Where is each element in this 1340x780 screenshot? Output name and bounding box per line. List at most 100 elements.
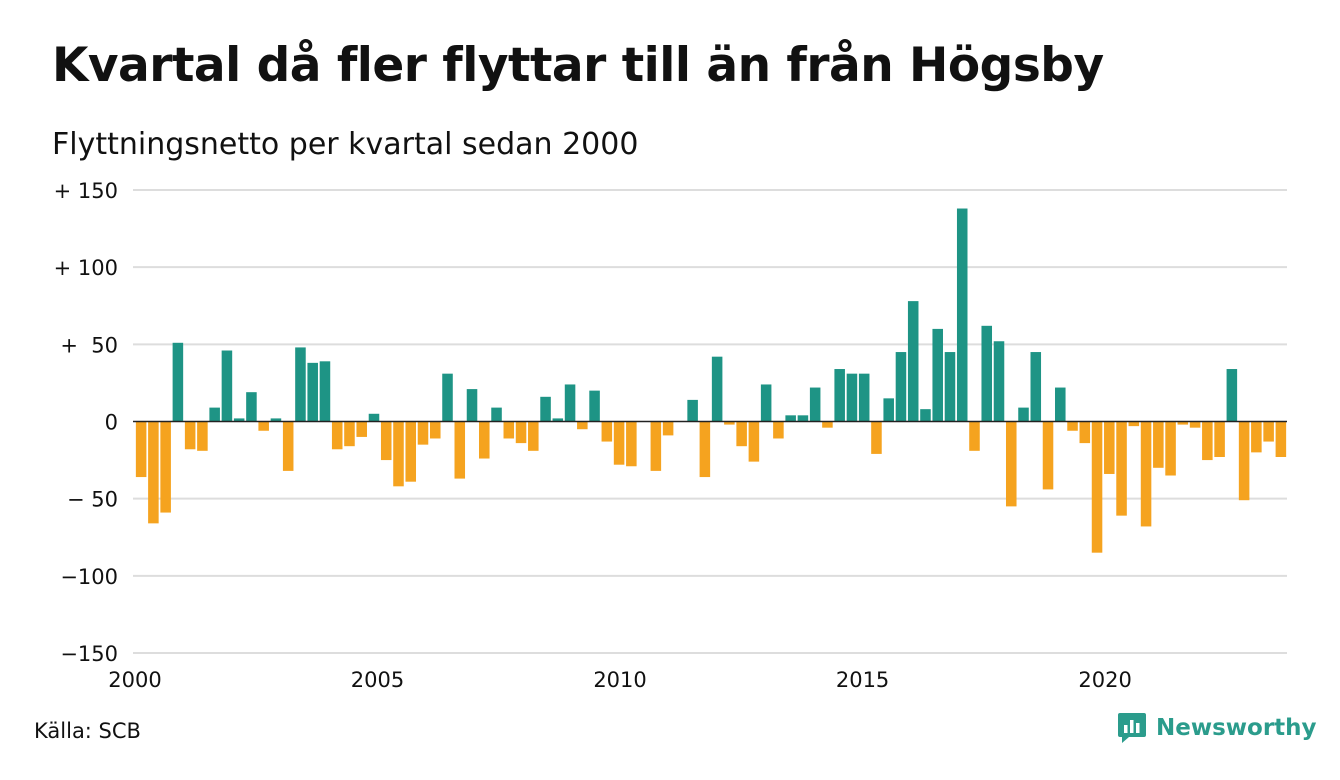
- bar-positive: [1055, 387, 1066, 422]
- y-tick-label: − 50: [67, 488, 118, 512]
- bar-positive: [270, 418, 282, 422]
- bar-negative: [148, 421, 159, 524]
- bar-negative: [969, 421, 980, 451]
- bar-negative: [503, 421, 515, 439]
- x-tick-label: 2020: [1078, 668, 1131, 692]
- bar-positive: [907, 301, 919, 422]
- bar-positive: [993, 341, 1005, 422]
- bar-positive: [1030, 352, 1042, 422]
- bar-negative: [1214, 421, 1225, 457]
- bar-negative: [1042, 421, 1054, 490]
- bar-negative: [699, 421, 711, 478]
- bar-negative: [1140, 421, 1152, 527]
- bar-positive: [834, 369, 845, 422]
- bar-negative: [1005, 421, 1017, 507]
- bar-negative: [515, 421, 527, 444]
- bar-negative: [135, 421, 147, 478]
- bar-positive: [307, 362, 318, 422]
- bar-positive: [785, 415, 796, 422]
- bar-negative: [577, 421, 588, 430]
- bar-positive: [466, 389, 478, 422]
- bar-positive: [981, 325, 993, 422]
- bar-negative: [1263, 421, 1274, 442]
- y-tick-label: + 50: [60, 333, 118, 357]
- y-tick-label: 0: [105, 411, 118, 435]
- bar-negative: [356, 421, 367, 437]
- bar-negative: [1067, 421, 1078, 431]
- bar-positive: [319, 361, 331, 422]
- bar-negative: [417, 421, 429, 445]
- bar-positive: [883, 398, 894, 422]
- bar-positive: [1018, 407, 1029, 422]
- bar-negative: [282, 421, 294, 471]
- bar-positive: [540, 396, 551, 422]
- y-axis-tick-labels: + 150 + 100 + 50 0 − 50 −100 −150: [54, 179, 118, 666]
- bar-negative: [429, 421, 441, 439]
- y-tick-label: −100: [60, 565, 118, 589]
- x-tick-label: 2000: [108, 668, 161, 692]
- bar-positive: [209, 407, 220, 422]
- bar-negative: [748, 421, 760, 462]
- bar-positive: [932, 328, 943, 422]
- bar-positive: [858, 373, 870, 422]
- chart-subtitle: Flyttningsnetto per kvartal sedan 2000: [52, 127, 639, 162]
- bar-positive: [809, 387, 821, 422]
- bar-negative: [1165, 421, 1176, 476]
- bar-negative: [1079, 421, 1091, 444]
- bar-negative: [380, 421, 392, 461]
- bar-negative: [454, 421, 466, 479]
- bar-positive: [221, 350, 233, 422]
- bar-positive: [233, 418, 245, 422]
- bar-negative: [601, 421, 613, 442]
- bar-negative: [1177, 421, 1189, 425]
- bar-positive: [368, 413, 380, 422]
- bar-positive: [491, 407, 502, 422]
- bar-negative: [650, 421, 662, 471]
- y-tick-label: + 150: [54, 179, 118, 203]
- bar-negative: [1128, 421, 1140, 427]
- brand-logo[interactable]: Newsworthy: [1117, 712, 1317, 744]
- bar-positive: [246, 392, 257, 422]
- bar-negative: [1202, 421, 1213, 461]
- bar-negative: [626, 421, 637, 467]
- bar-negative: [160, 421, 171, 513]
- bar-negative: [258, 421, 269, 431]
- bar-positive: [552, 418, 564, 422]
- bar-positive: [760, 384, 772, 422]
- bar-negative: [1275, 421, 1287, 457]
- bar-positive: [172, 342, 184, 422]
- bar-negative: [1153, 421, 1164, 468]
- x-axis-tick-labels: 2000 2005 2010 2015 2020: [108, 668, 1132, 692]
- bar-positive: [956, 208, 968, 422]
- bar-positive: [295, 347, 306, 422]
- bar-positive: [442, 373, 453, 422]
- bar-negative: [197, 421, 208, 451]
- bar-negative: [662, 421, 674, 436]
- bar-negative: [393, 421, 404, 487]
- bar-positive: [797, 415, 809, 422]
- y-tick-label: −150: [60, 642, 118, 666]
- x-tick-label: 2015: [836, 668, 889, 692]
- x-tick-label: 2010: [593, 668, 646, 692]
- bar-negative: [184, 421, 196, 450]
- bar-negative: [822, 421, 833, 428]
- bar-negative: [871, 421, 882, 454]
- bar-positive: [687, 399, 698, 422]
- bar-negative: [736, 421, 747, 447]
- bars: [135, 208, 1287, 553]
- bar-negative: [1189, 421, 1201, 428]
- bar-negative: [724, 421, 735, 425]
- bar-negative: [1104, 421, 1115, 474]
- bar-negative: [528, 421, 539, 451]
- bar-negative: [331, 421, 343, 450]
- bar-chart-speech-bubble-icon: [1118, 713, 1146, 743]
- x-tick-label: 2005: [351, 668, 404, 692]
- source-note: Källa: SCB: [34, 719, 141, 743]
- bar-positive: [564, 384, 576, 422]
- bar-negative: [344, 421, 355, 447]
- y-tick-label: + 100: [54, 256, 118, 280]
- bar-negative: [1251, 421, 1262, 453]
- bar-negative: [1091, 421, 1103, 553]
- bar-negative: [1238, 421, 1250, 501]
